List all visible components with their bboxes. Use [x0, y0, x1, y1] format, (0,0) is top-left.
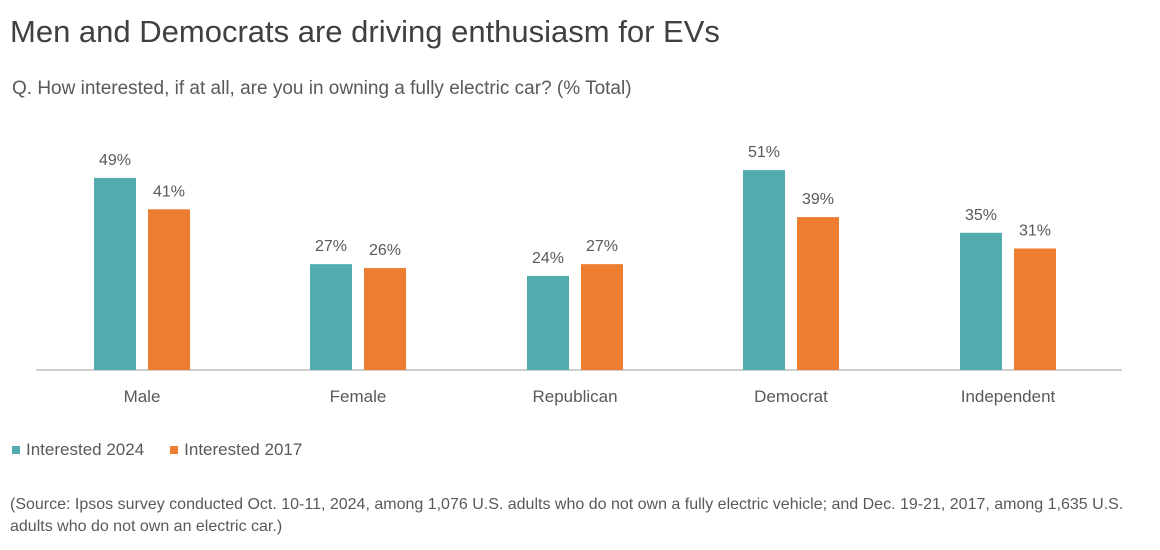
bar-democrat-2024	[743, 170, 785, 370]
data-label-independent-2017: 31%	[1019, 222, 1051, 239]
bar-female-2024	[310, 264, 352, 370]
legend: Interested 2024 Interested 2017	[12, 440, 302, 460]
bar-male-2017	[148, 209, 190, 370]
category-label-republican: Republican	[532, 387, 617, 406]
category-label-democrat: Democrat	[754, 387, 828, 406]
bar-female-2017	[364, 268, 406, 370]
bar-republican-2024	[527, 275, 569, 370]
legend-label-2024: Interested 2024	[26, 440, 145, 459]
data-label-republican-2017: 27%	[586, 238, 618, 255]
source-note: (Source: Ipsos survey conducted Oct. 10-…	[10, 496, 1124, 535]
data-label-male-2017: 41%	[153, 183, 185, 200]
bar-independent-2024	[960, 232, 1002, 370]
bar-independent-2017	[1014, 248, 1056, 370]
chart-subtitle: Q. How interested, if at all, are you in…	[12, 78, 632, 99]
legend-item-2024: Interested 2024	[12, 440, 144, 460]
category-label-male: Male	[124, 387, 161, 406]
bar-male-2024	[94, 177, 136, 370]
data-label-female-2024: 27%	[315, 238, 347, 255]
data-label-democrat-2017: 39%	[802, 191, 834, 208]
bar-chart: 49% 41% Male 27% 26% Female 24% 27% Republican 51…	[36, 144, 1122, 406]
bar-republican-2017	[581, 264, 623, 370]
data-label-republican-2024: 24%	[532, 250, 564, 267]
legend-item-2017: Interested 2017	[170, 440, 302, 460]
data-label-independent-2024: 35%	[965, 207, 997, 224]
legend-label-2017: Interested 2017	[184, 440, 303, 459]
data-label-female-2017: 26%	[369, 242, 401, 259]
data-label-democrat-2024: 51%	[748, 144, 780, 161]
legend-swatch-2017	[170, 446, 179, 454]
category-label-independent: Independent	[961, 387, 1056, 406]
data-label-male-2024: 49%	[99, 152, 131, 169]
bar-democrat-2017	[797, 217, 839, 370]
category-label-female: Female	[330, 387, 387, 406]
chart-title: Men and Democrats are driving enthusiasm…	[10, 14, 720, 49]
legend-swatch-2024	[12, 446, 20, 454]
